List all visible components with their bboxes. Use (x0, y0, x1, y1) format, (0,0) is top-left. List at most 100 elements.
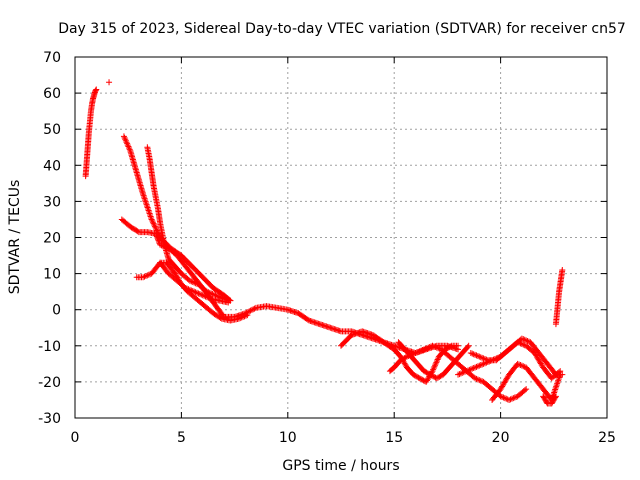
data-point (202, 293, 209, 300)
data-point (510, 395, 517, 402)
data-point (93, 86, 100, 93)
data-point (400, 355, 407, 362)
data-point (518, 362, 525, 369)
data-point (432, 362, 439, 369)
data-point (156, 239, 163, 246)
x-tick-label: 20 (492, 430, 510, 446)
data-point (155, 237, 162, 244)
data-point (151, 223, 158, 230)
data-point (188, 287, 195, 294)
data-point (472, 351, 479, 358)
data-point (500, 394, 507, 401)
data-point (497, 393, 504, 400)
y-tick-label: 30 (43, 194, 61, 210)
data-point (238, 314, 245, 321)
data-point (554, 379, 561, 386)
data-point (416, 375, 423, 382)
data-point (184, 285, 191, 292)
data-point (430, 365, 437, 372)
data-point (152, 224, 159, 231)
data-point (470, 365, 477, 372)
data-point (459, 369, 466, 376)
data-point (401, 355, 408, 362)
data-point (186, 286, 193, 293)
data-point (418, 376, 425, 383)
data-point (225, 299, 232, 306)
series-trace-8 (338, 328, 462, 385)
y-tick-label: 60 (43, 86, 61, 102)
data-point (147, 211, 154, 218)
data-point (462, 368, 469, 375)
data-point (412, 350, 419, 357)
data-point (196, 291, 203, 298)
data-point (446, 344, 453, 351)
data-point (402, 354, 409, 361)
data-point (141, 273, 148, 280)
data-point (124, 142, 131, 149)
data-point (472, 364, 479, 371)
data-point (455, 371, 462, 378)
data-point (508, 395, 515, 402)
data-point (420, 346, 427, 353)
data-point (499, 393, 506, 400)
y-tick-label: 20 (43, 231, 61, 247)
data-point (195, 290, 202, 297)
data-point (411, 372, 418, 379)
data-point (144, 203, 151, 210)
data-point (553, 383, 560, 390)
data-point (134, 228, 141, 235)
data-point (147, 213, 154, 220)
series-trace-4 (144, 144, 234, 304)
x-tick-label: 5 (177, 430, 186, 446)
data-point (474, 353, 481, 360)
data-point (198, 291, 205, 298)
series-trace-10 (395, 339, 472, 382)
data-point (145, 206, 152, 213)
data-point (159, 242, 166, 249)
data-point (185, 286, 192, 293)
data-point (551, 388, 558, 395)
data-point (251, 305, 258, 312)
data-point (144, 272, 151, 279)
data-point (141, 194, 148, 201)
data-point (521, 336, 528, 343)
data-point (152, 230, 159, 237)
data-point (473, 375, 480, 382)
data-point (242, 312, 249, 319)
data-point (430, 343, 437, 350)
data-point (553, 382, 560, 389)
data-points (82, 79, 566, 407)
data-point (555, 377, 562, 384)
data-point (426, 370, 433, 377)
data-point (412, 373, 419, 380)
data-point (556, 374, 563, 381)
data-point (126, 144, 133, 151)
chart-title: Day 315 of 2023, Sidereal Day-to-day VTE… (58, 21, 626, 37)
data-point (144, 204, 151, 211)
data-point (434, 356, 441, 363)
data-point (432, 360, 439, 367)
data-point (467, 366, 474, 373)
data-point (430, 366, 437, 373)
data-point (241, 313, 248, 320)
data-point (414, 373, 421, 380)
data-point (524, 337, 531, 344)
data-point (154, 236, 161, 243)
data-point (518, 340, 525, 347)
data-point (477, 377, 484, 384)
data-point (516, 361, 523, 368)
data-point (398, 356, 405, 363)
data-point (476, 377, 483, 384)
data-point (444, 344, 451, 351)
data-point (433, 375, 440, 382)
data-point (501, 395, 508, 402)
data-point (555, 376, 562, 383)
data-point (422, 368, 429, 375)
data-point (217, 314, 224, 321)
data-point (415, 348, 422, 355)
y-tick-label: 70 (43, 50, 61, 66)
y-tick-label: 40 (43, 158, 61, 174)
data-point (411, 350, 418, 357)
data-point (466, 366, 473, 373)
data-point (428, 372, 435, 379)
